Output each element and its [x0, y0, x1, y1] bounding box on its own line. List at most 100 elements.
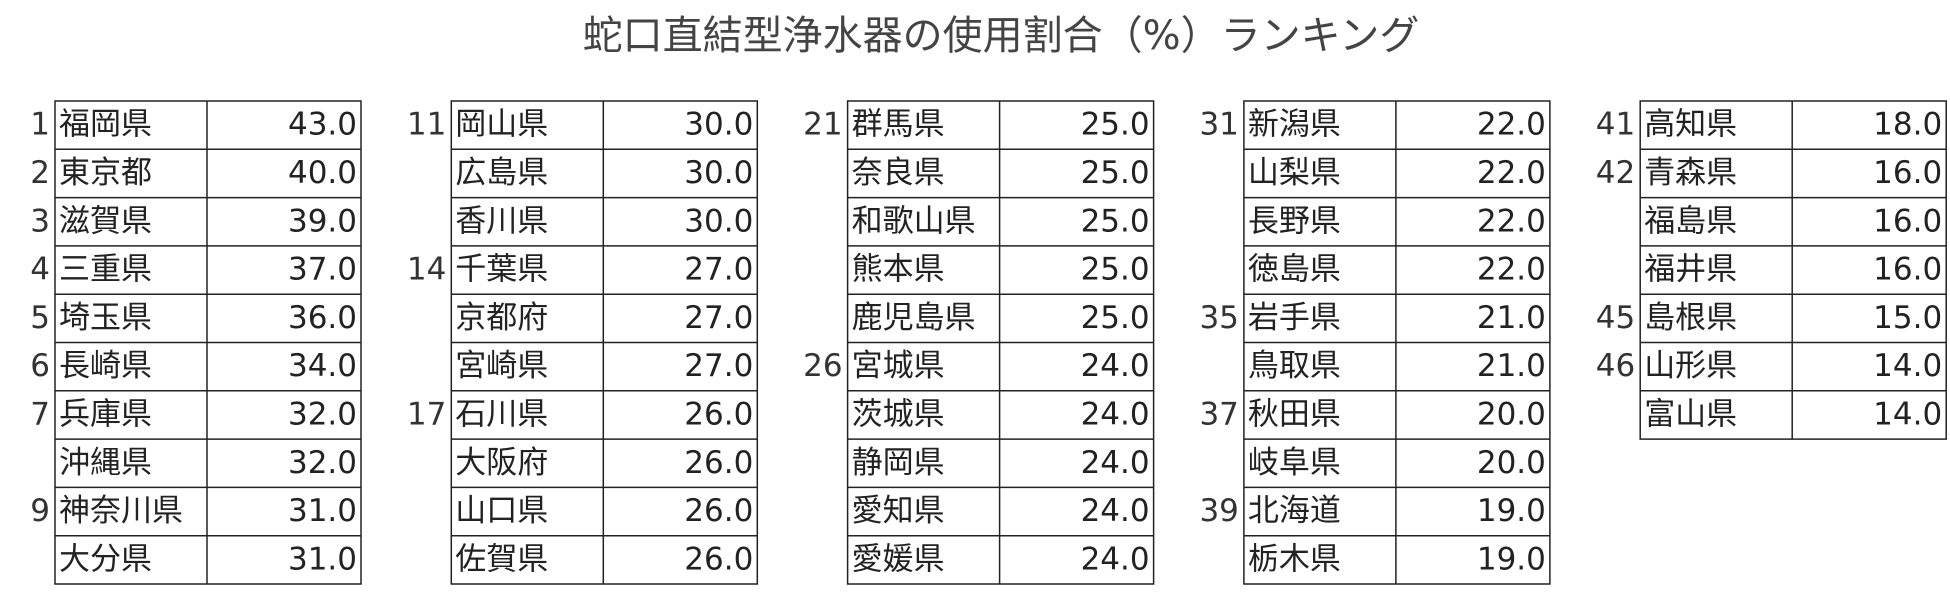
percentage: 18.0: [1873, 107, 1942, 143]
percentage: 25.0: [1081, 155, 1150, 191]
percentage: 40.0: [288, 155, 357, 191]
percentage: 34.0: [288, 348, 357, 384]
prefecture: 群馬県: [852, 107, 945, 143]
table-border: [1639, 100, 1947, 440]
percentage: 39.0: [288, 203, 357, 239]
percentage: 26.0: [684, 396, 753, 432]
rank: 9: [30, 493, 50, 529]
percentage: 37.0: [288, 252, 357, 288]
prefecture: 東京都: [59, 155, 152, 191]
prefecture: 佐賀県: [455, 541, 548, 577]
prefecture: 京都府: [455, 300, 548, 336]
rank: 11: [407, 107, 446, 143]
prefecture: 神奈川県: [59, 493, 183, 529]
prefecture: 長崎県: [59, 348, 152, 384]
prefecture: 兵庫県: [59, 396, 152, 432]
percentage: 30.0: [684, 203, 753, 239]
percentage: 24.0: [1081, 541, 1150, 577]
percentage: 21.0: [1477, 348, 1546, 384]
percentage: 36.0: [288, 300, 357, 336]
prefecture: 愛知県: [852, 493, 945, 529]
percentage: 20.0: [1477, 445, 1546, 481]
percentage: 24.0: [1081, 445, 1150, 481]
percentage: 31.0: [288, 493, 357, 529]
prefecture: 和歌山県: [852, 203, 976, 239]
rank: 4: [30, 252, 50, 288]
rank: 26: [803, 348, 842, 384]
prefecture: 静岡県: [852, 445, 945, 481]
prefecture: 岡山県: [455, 107, 548, 143]
prefecture: 秋田県: [1248, 396, 1341, 432]
rank: 46: [1596, 348, 1635, 384]
prefecture: 北海道: [1248, 493, 1341, 529]
rank: 1: [30, 107, 50, 143]
rank: 42: [1596, 155, 1635, 191]
prefecture: 徳島県: [1248, 252, 1341, 288]
prefecture: 新潟県: [1248, 107, 1341, 143]
prefecture: 山口県: [455, 493, 548, 529]
rank: 31: [1199, 107, 1238, 143]
percentage: 26.0: [684, 445, 753, 481]
prefecture: 熊本県: [852, 252, 945, 288]
percentage: 16.0: [1873, 252, 1942, 288]
prefecture: 宮崎県: [455, 348, 548, 384]
percentage: 15.0: [1873, 300, 1942, 336]
percentage: 22.0: [1477, 203, 1546, 239]
percentage: 19.0: [1477, 493, 1546, 529]
prefecture: 福井県: [1644, 252, 1737, 288]
rank: 41: [1596, 107, 1635, 143]
prefecture: 福島県: [1644, 203, 1737, 239]
percentage: 25.0: [1081, 252, 1150, 288]
percentage: 32.0: [288, 396, 357, 432]
prefecture: 山形県: [1644, 348, 1737, 384]
percentage: 26.0: [684, 541, 753, 577]
percentage: 31.0: [288, 541, 357, 577]
percentage: 27.0: [684, 348, 753, 384]
percentage: 30.0: [684, 155, 753, 191]
prefecture: 茨城県: [852, 396, 945, 432]
percentage: 14.0: [1873, 396, 1942, 432]
prefecture: 滋賀県: [59, 203, 152, 239]
rank: 2: [30, 155, 50, 191]
percentage: 22.0: [1477, 252, 1546, 288]
rank: 6: [30, 348, 50, 384]
percentage: 25.0: [1081, 203, 1150, 239]
rank: 14: [407, 252, 446, 288]
rank: 37: [1199, 396, 1238, 432]
prefecture: 高知県: [1644, 107, 1737, 143]
prefecture: 千葉県: [455, 252, 548, 288]
rank: 35: [1199, 300, 1238, 336]
percentage: 30.0: [684, 107, 753, 143]
prefecture: 広島県: [455, 155, 548, 191]
rank: 39: [1199, 493, 1238, 529]
percentage: 25.0: [1081, 107, 1150, 143]
prefecture: 宮城県: [852, 348, 945, 384]
prefecture: 愛媛県: [852, 541, 945, 577]
percentage: 26.0: [684, 493, 753, 529]
percentage: 24.0: [1081, 396, 1150, 432]
prefecture: 鳥取県: [1248, 348, 1341, 384]
rank: 45: [1596, 300, 1635, 336]
prefecture: 石川県: [455, 396, 548, 432]
prefecture: 栃木県: [1248, 541, 1341, 577]
prefecture: 三重県: [59, 252, 152, 288]
prefecture: 香川県: [455, 203, 548, 239]
percentage: 27.0: [684, 300, 753, 336]
percentage: 19.0: [1477, 541, 1546, 577]
percentage: 21.0: [1477, 300, 1546, 336]
percentage: 16.0: [1873, 203, 1942, 239]
percentage: 32.0: [288, 445, 357, 481]
percentage: 20.0: [1477, 396, 1546, 432]
percentage: 25.0: [1081, 300, 1150, 336]
prefecture: 富山県: [1644, 396, 1737, 432]
rank: 5: [30, 300, 50, 336]
prefecture: 大阪府: [455, 445, 548, 481]
prefecture: 福岡県: [59, 107, 152, 143]
percentage: 22.0: [1477, 107, 1546, 143]
prefecture: 青森県: [1644, 155, 1737, 191]
prefecture: 山梨県: [1248, 155, 1341, 191]
percentage: 43.0: [288, 107, 357, 143]
percentage: 24.0: [1081, 348, 1150, 384]
rank: 7: [30, 396, 50, 432]
